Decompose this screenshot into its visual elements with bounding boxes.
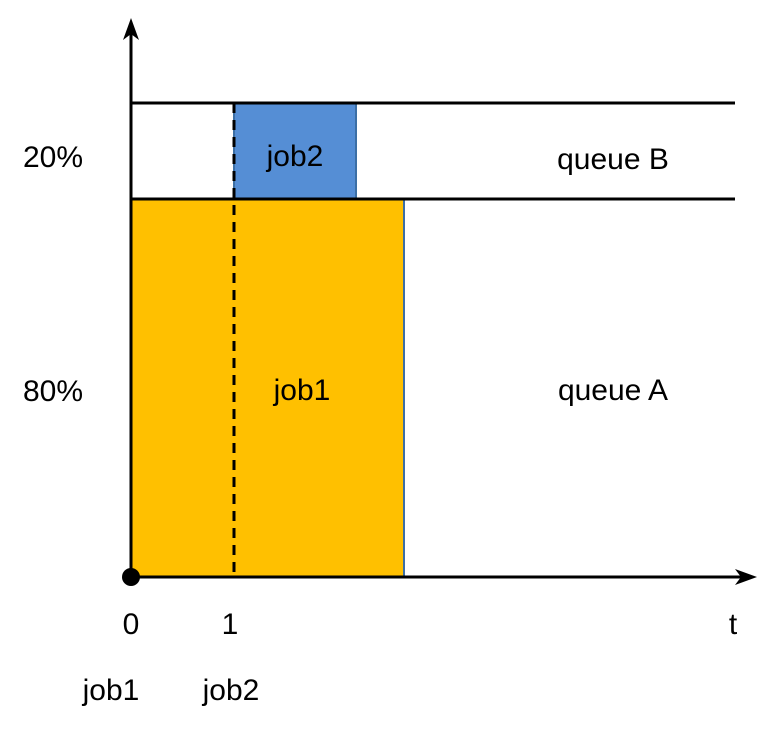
x-tick-0-label: 0 [123,608,140,641]
pct-80-label: 80% [23,375,83,408]
job2-block-label: job2 [266,140,324,173]
x-axis-t-label: t [729,608,738,641]
queue-a-label: queue A [558,374,668,407]
job1-arrival-label: job1 [82,674,140,707]
job1-block-label: job1 [273,374,331,407]
pct-20-label: 20% [23,141,83,174]
origin-dot [122,568,140,586]
x-tick-1-label: 1 [222,608,239,641]
job1-block [130,198,405,578]
queue-b-label: queue B [557,143,669,176]
x-axis-arrowhead [735,569,757,585]
y-axis-arrowhead [123,18,139,40]
job2-arrival-label: job2 [202,674,260,707]
job2-block [233,102,357,200]
